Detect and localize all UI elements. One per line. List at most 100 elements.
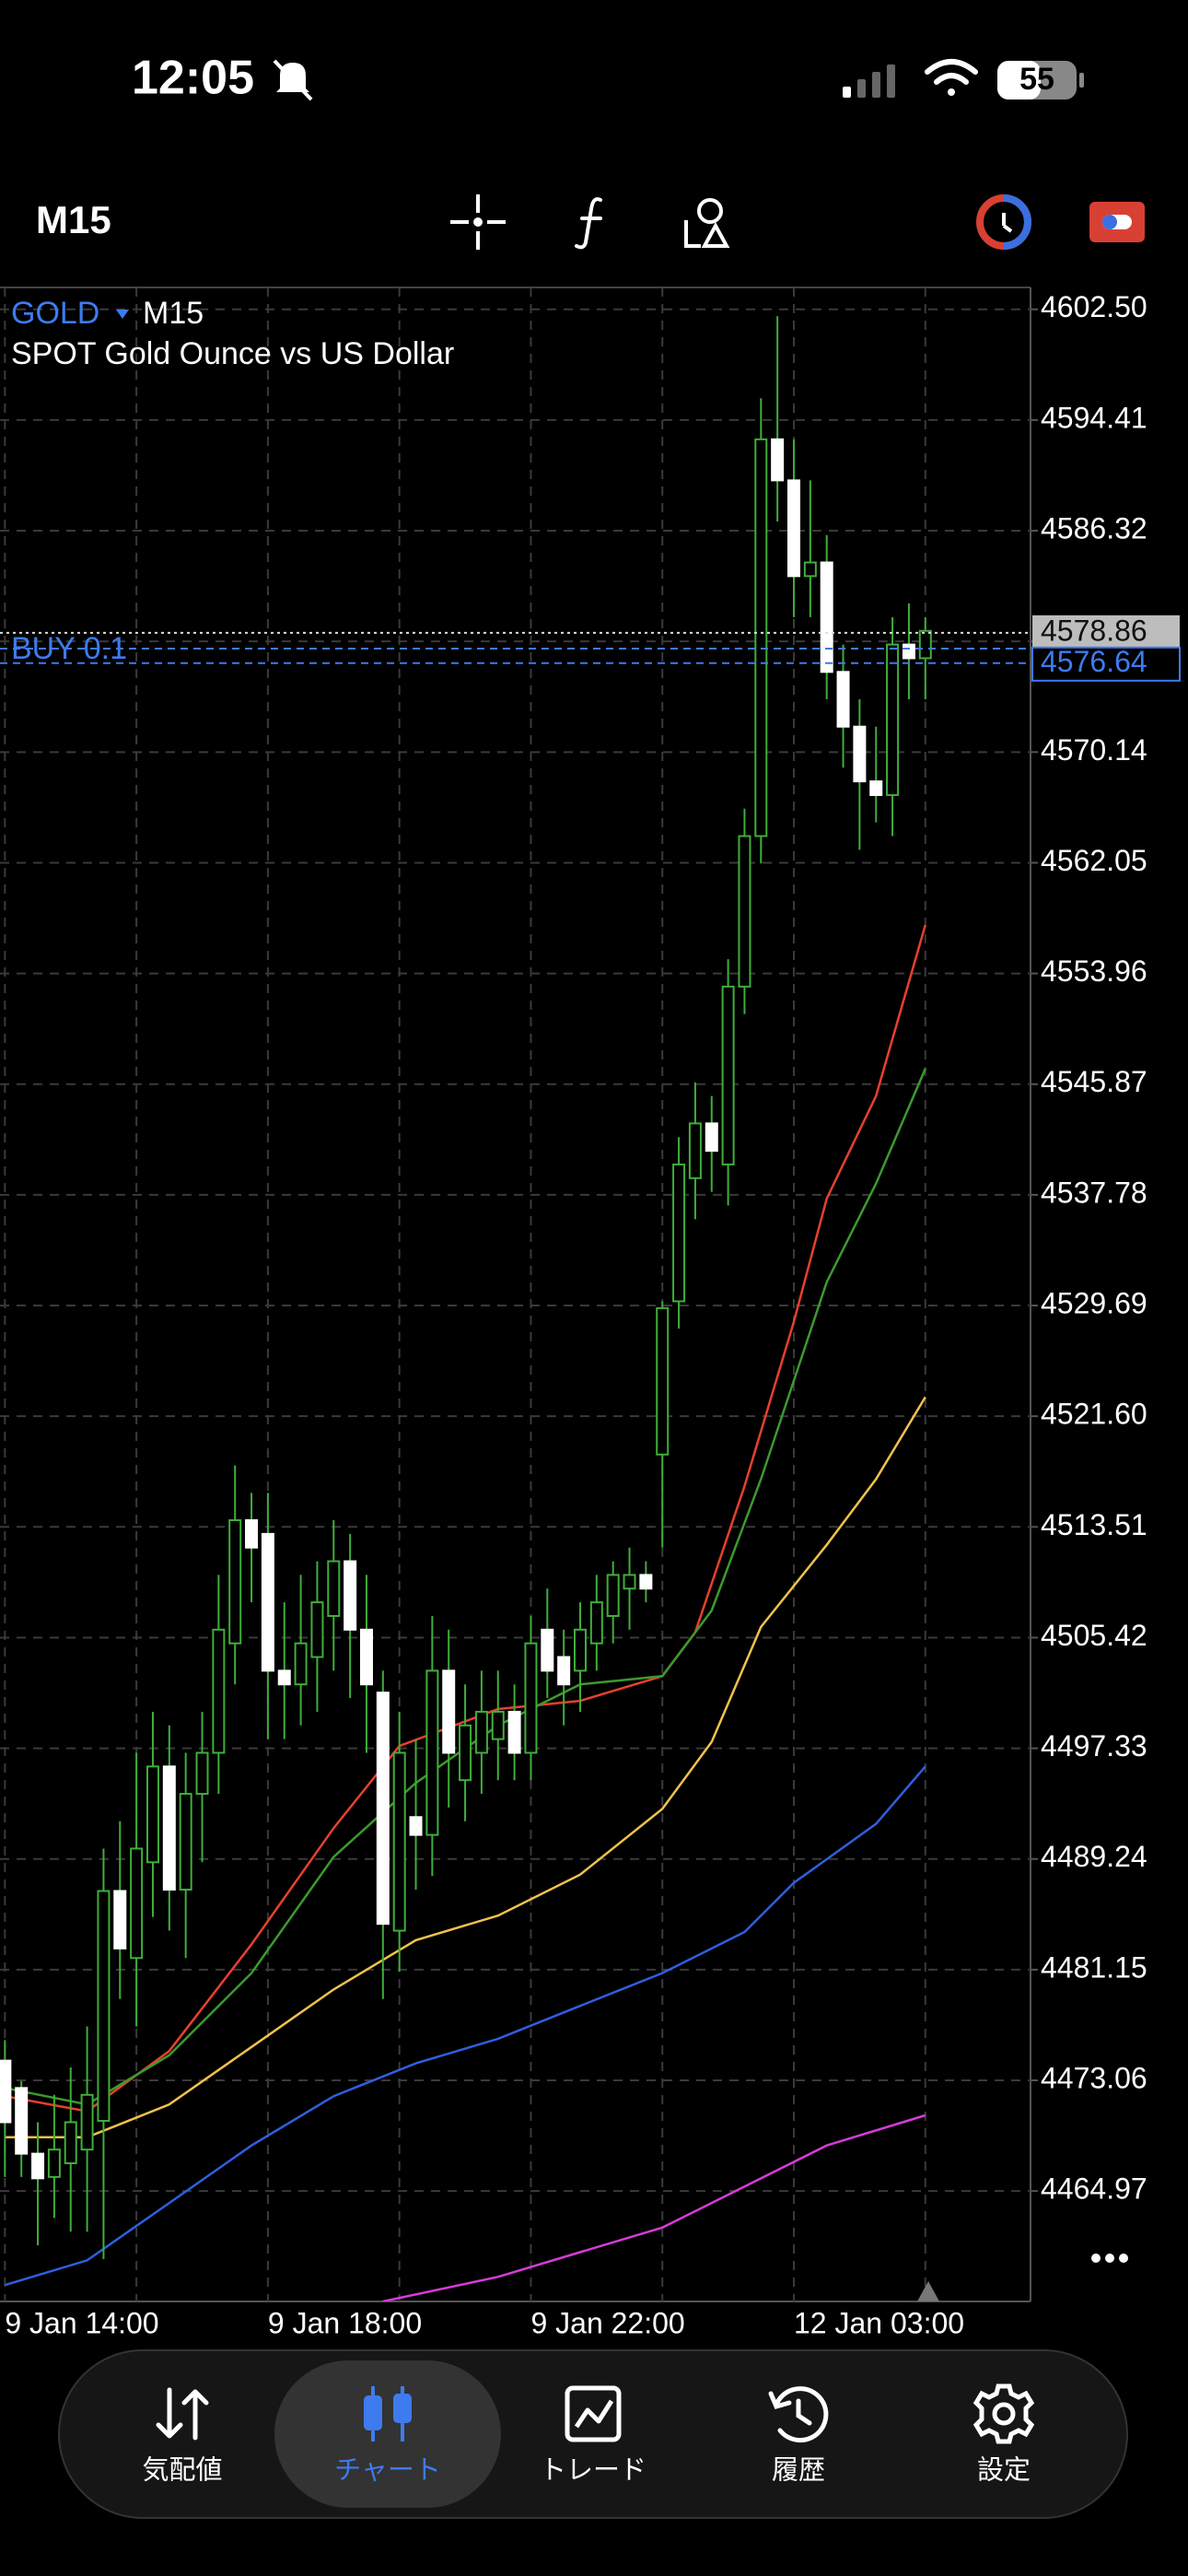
candle-body — [47, 2149, 61, 2178]
trade-icon[interactable] — [565, 2385, 622, 2442]
candle-body — [606, 1574, 620, 1617]
candle-body — [261, 1532, 274, 1672]
signal-icon — [843, 64, 895, 98]
y-tick-label: 4537.78 — [1041, 1176, 1147, 1209]
candle-body — [294, 1642, 308, 1686]
settings-icon[interactable] — [973, 2383, 1035, 2444]
candle-body — [15, 2087, 29, 2155]
bottom-nav: 気配値 チャート トレード 履歴 設定 — [58, 2349, 1128, 2519]
candle-body — [820, 561, 833, 673]
candle-body — [524, 1642, 538, 1754]
candle-body — [771, 438, 785, 482]
indicator-line — [382, 2113, 926, 2301]
quotes-icon[interactable] — [156, 2387, 209, 2441]
candles — [0, 316, 932, 2259]
bid-label: 4578.86 — [1041, 614, 1147, 647]
candle-body — [344, 1560, 357, 1631]
candle-body — [721, 985, 735, 1165]
candle-body — [738, 835, 751, 988]
indicator-line — [5, 1396, 926, 2139]
toolbar: M15 — [36, 194, 1145, 250]
account-button[interactable] — [976, 194, 1031, 250]
candle-body — [179, 1793, 192, 1891]
chart-timeframe: M15 — [143, 296, 204, 331]
candle-body — [459, 1724, 472, 1782]
candle-body — [212, 1628, 226, 1754]
y-tick-label: 4505.42 — [1041, 1619, 1147, 1652]
status-bar: 12:05 55 — [132, 52, 1084, 105]
candle-body — [130, 1847, 144, 1960]
candle-body — [474, 1710, 488, 1754]
candle-body — [639, 1574, 653, 1590]
y-tick-label: 4497.33 — [1041, 1729, 1147, 1762]
indicators-button[interactable] — [575, 197, 602, 250]
nav-label[interactable]: トレード — [540, 2456, 646, 2486]
history-icon[interactable] — [768, 2386, 829, 2443]
chart-header: GOLD M15 SPOT Gold Ounce vs US Dollar — [11, 296, 454, 371]
candle-body — [869, 780, 883, 796]
nav-label[interactable]: 気配値 — [142, 2455, 222, 2486]
nav-label[interactable]: 履歴 — [772, 2456, 825, 2486]
clock: 12:05 — [132, 52, 254, 105]
candle-body — [327, 1560, 341, 1617]
x-tick-label: 9 Jan 22:00 — [530, 2306, 684, 2339]
y-tick-label: 4586.32 — [1041, 511, 1147, 544]
y-tick-label: 4489.24 — [1041, 1840, 1147, 1873]
candle-body — [541, 1628, 554, 1672]
candle-body — [705, 1122, 718, 1153]
candle-body — [918, 629, 932, 660]
symbol-description: SPOT Gold Ounce vs US Dollar — [11, 336, 454, 371]
candle-body — [64, 2121, 77, 2165]
chart — [0, 287, 1031, 2302]
candle-body — [656, 1306, 670, 1456]
x-tick-label: 9 Jan 18:00 — [268, 2306, 422, 2339]
chart-icon[interactable] — [364, 2386, 412, 2441]
candle-body — [836, 671, 850, 728]
candle-body — [507, 1710, 521, 1754]
y-tick-label: 4594.41 — [1041, 401, 1147, 434]
crosshair-button[interactable] — [450, 194, 506, 250]
nav-label[interactable]: 設定 — [977, 2455, 1031, 2486]
candle-body — [162, 1765, 176, 1891]
y-tick-label: 4464.97 — [1041, 2172, 1147, 2206]
candle-body — [31, 2152, 45, 2180]
x-tick-label: 12 Jan 03:00 — [794, 2306, 964, 2339]
symbol-dropdown-icon[interactable] — [116, 310, 129, 319]
candle-body — [672, 1163, 686, 1303]
candle-body — [623, 1574, 636, 1590]
candle-body — [97, 1890, 111, 2122]
candle-body — [392, 1751, 406, 1932]
candle-body — [113, 1890, 127, 1950]
battery-icon: 55 — [997, 61, 1084, 100]
candle-body — [310, 1601, 324, 1658]
candle-body — [245, 1519, 259, 1549]
nav-bar — [58, 2349, 1128, 2519]
y-tick-label: 4602.50 — [1041, 290, 1147, 323]
more-button[interactable] — [1091, 2254, 1128, 2263]
timeframe-button[interactable]: M15 — [36, 198, 111, 241]
candle-body — [425, 1669, 439, 1836]
candle-body — [146, 1765, 159, 1864]
mute-icon — [273, 59, 313, 101]
battery-level: 55 — [1019, 62, 1054, 97]
indicator-line — [5, 1765, 926, 2287]
trade-button[interactable] — [1089, 202, 1145, 242]
objects-button[interactable] — [684, 198, 730, 248]
symbol[interactable]: GOLD — [11, 296, 99, 331]
active-tab-highlight — [274, 2360, 501, 2508]
y-tick-label: 4529.69 — [1041, 1286, 1147, 1319]
y-tick-label: 4481.15 — [1041, 1950, 1147, 1984]
candle-body — [409, 1816, 423, 1836]
grid: 4602.504594.414586.324578.234570.144562.… — [0, 287, 1147, 2339]
y-tick-label: 4545.87 — [1041, 1065, 1147, 1098]
nav-label[interactable]: チャート — [334, 2456, 441, 2486]
ask-label: 4576.64 — [1041, 645, 1147, 678]
y-tick-label: 4570.14 — [1041, 733, 1147, 767]
candle-body — [277, 1669, 291, 1686]
candle-body — [803, 561, 817, 578]
candle-body — [0, 2059, 12, 2124]
candle-body — [228, 1519, 242, 1645]
y-tick-label: 4553.96 — [1041, 954, 1147, 988]
